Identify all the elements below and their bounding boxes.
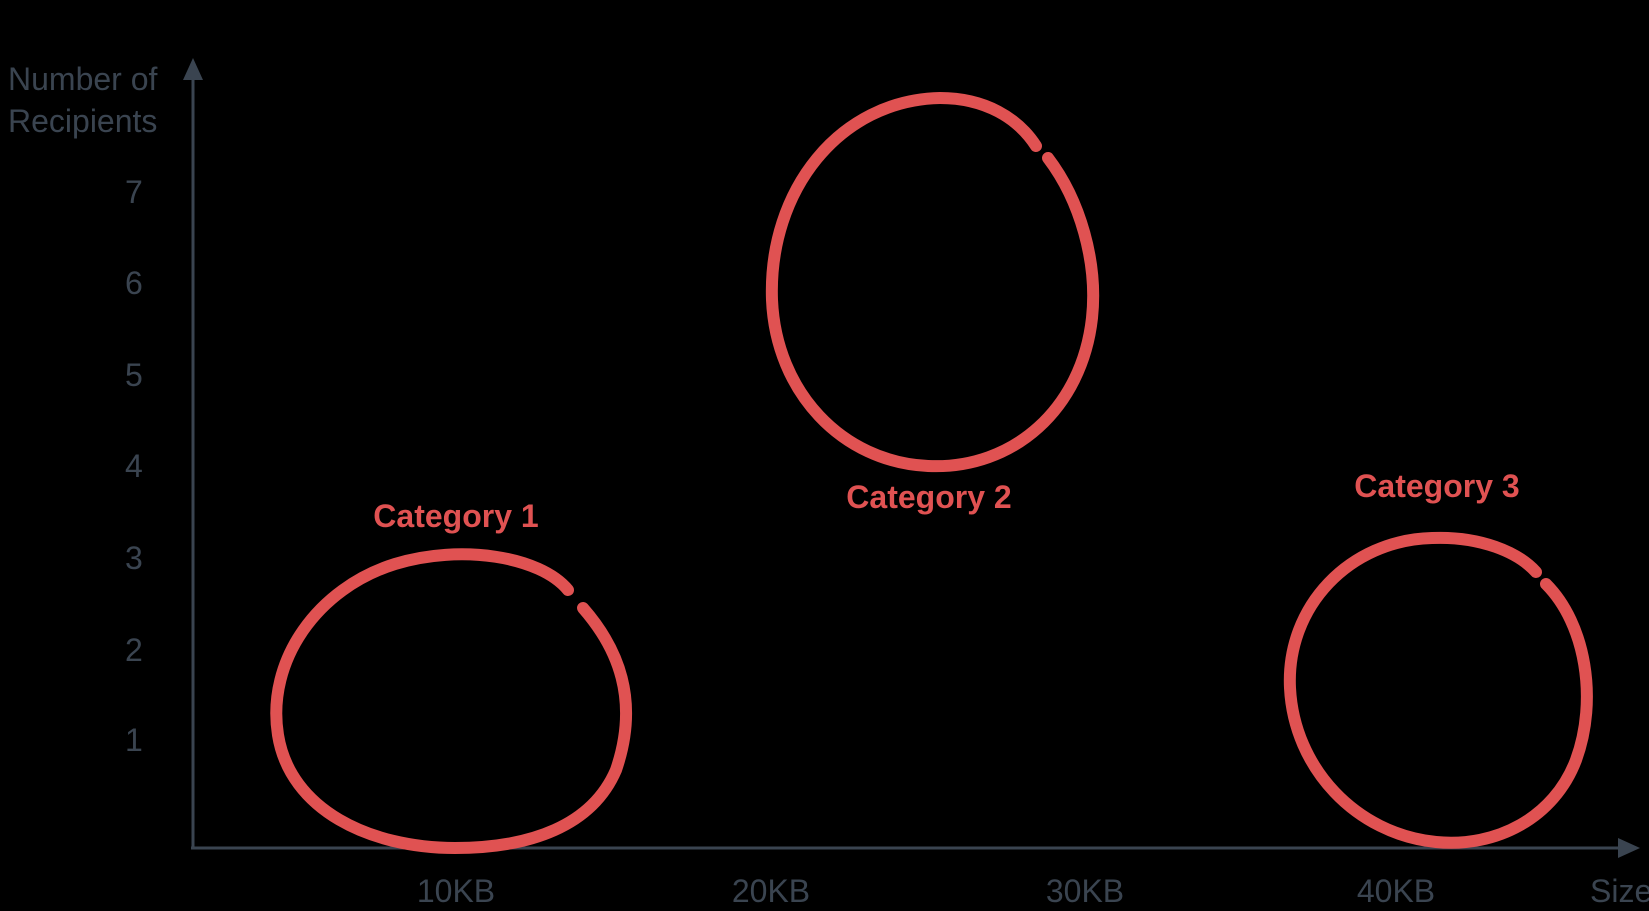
x-axis-title: Size	[1590, 873, 1649, 909]
cluster-2-ring	[765, 91, 1100, 473]
x-tick-label: 20KB	[732, 873, 810, 909]
y-tick-label: 5	[125, 357, 143, 393]
x-axis-arrow-icon	[1618, 838, 1640, 858]
y-tick-label: 4	[125, 448, 143, 484]
cluster-1-label: Category 1	[373, 498, 538, 534]
y-tick-label: 3	[125, 540, 143, 576]
y-tick-label: 2	[125, 632, 143, 668]
cluster-2-label: Category 2	[846, 479, 1011, 515]
cluster-rings	[270, 91, 1593, 855]
axes	[183, 58, 1640, 858]
cluster-3-ring	[1283, 531, 1593, 849]
cluster-1-ring	[270, 548, 633, 855]
y-tick-labels: 1 2 3 4 5 6 7	[125, 174, 143, 758]
x-tick-label: 10KB	[417, 873, 495, 909]
y-tick-label: 7	[125, 174, 143, 210]
x-tick-label: 30KB	[1046, 873, 1124, 909]
cluster-3-label: Category 3	[1354, 468, 1519, 504]
cluster-labels: Category 1 Category 2 Category 3	[373, 468, 1519, 534]
y-tick-label: 1	[125, 722, 143, 758]
y-axis-title-line1: Number of	[8, 61, 158, 97]
y-axis-title-line2: Recipients	[8, 103, 157, 139]
x-tick-labels: 10KB 20KB 30KB 40KB	[417, 873, 1435, 909]
y-axis-arrow-icon	[183, 58, 203, 80]
x-tick-label: 40KB	[1357, 873, 1435, 909]
y-tick-label: 6	[125, 265, 143, 301]
